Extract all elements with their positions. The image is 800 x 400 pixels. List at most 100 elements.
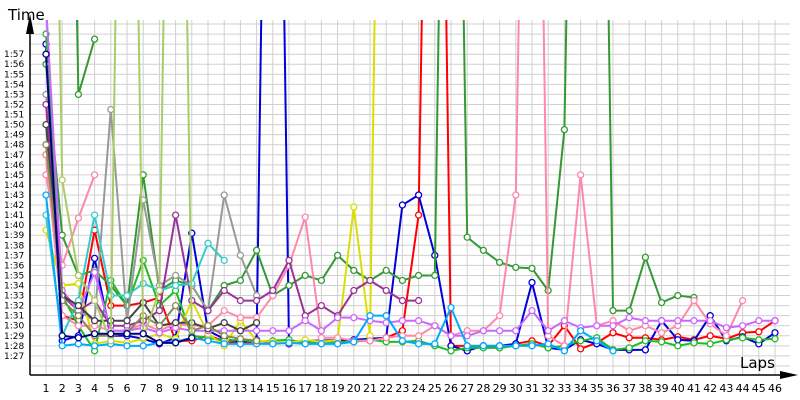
series-group — [42, 20, 779, 355]
data-point — [42, 50, 50, 58]
x-tick-label: 17 — [298, 382, 312, 395]
data-point — [269, 340, 277, 348]
x-tick-label: 28 — [476, 382, 490, 395]
data-point — [625, 327, 633, 335]
data-point — [398, 296, 407, 305]
x-tick-label: 11 — [201, 382, 215, 395]
data-point — [123, 342, 131, 350]
data-point — [220, 319, 228, 327]
data-point — [171, 301, 180, 310]
data-point — [58, 342, 66, 350]
data-point — [188, 334, 196, 342]
data-point — [431, 340, 439, 348]
data-point — [90, 35, 99, 43]
x-tick-label: 36 — [606, 382, 620, 395]
data-point — [74, 301, 83, 310]
x-axis-label: Laps — [740, 354, 775, 372]
y-tick-label: 1:32 — [4, 302, 24, 312]
data-point — [317, 334, 326, 342]
data-point — [171, 271, 180, 280]
data-point — [414, 317, 423, 325]
x-tick-label: 31 — [525, 382, 539, 395]
data-point — [204, 322, 212, 330]
data-point — [252, 246, 261, 254]
data-point — [641, 317, 650, 325]
data-point — [74, 271, 83, 280]
y-tick-label: 1:29 — [4, 332, 24, 342]
data-point — [236, 276, 245, 285]
x-tick-label: 8 — [156, 382, 163, 395]
data-point — [220, 340, 228, 348]
y-tick-label: 1:52 — [4, 100, 24, 110]
data-point — [609, 347, 617, 355]
data-point — [74, 334, 83, 342]
data-point — [90, 254, 99, 262]
data-point — [738, 334, 747, 342]
x-tick-label: 13 — [233, 382, 247, 395]
data-point — [528, 264, 536, 273]
y-tick-label: 1:44 — [4, 181, 24, 191]
data-point — [771, 335, 779, 343]
data-point — [317, 340, 326, 348]
data-point — [74, 312, 83, 320]
data-point — [738, 296, 747, 305]
data-point — [641, 253, 650, 261]
y-axis-tick-labels: 1:271:281:291:301:311:321:331:341:351:36… — [4, 50, 24, 362]
data-point — [90, 296, 99, 305]
x-tick-label: 24 — [412, 382, 426, 395]
x-axis-arrow-icon — [780, 371, 798, 379]
data-point — [544, 327, 552, 335]
data-point — [495, 342, 504, 350]
y-tick-label: 1:57 — [4, 50, 24, 60]
y-tick-label: 1:47 — [4, 151, 24, 161]
data-point — [382, 319, 390, 327]
data-point — [236, 251, 245, 259]
data-point — [333, 251, 342, 259]
x-tick-label: 9 — [172, 382, 179, 395]
data-point — [285, 256, 293, 265]
data-point — [706, 317, 714, 325]
y-tick-label: 1:53 — [4, 90, 24, 100]
data-point — [366, 312, 374, 320]
data-point — [479, 342, 488, 350]
data-point — [398, 337, 407, 345]
x-axis-tick-labels: 1 2 3 4 5 6 7 8 9 10 11 12 13 14 15 16 17 18 19 20 21 22 23 24 2… — [43, 382, 783, 395]
data-point — [431, 322, 439, 330]
data-point — [366, 337, 374, 345]
data-point — [382, 334, 390, 342]
data-point — [123, 291, 131, 300]
data-point — [447, 303, 455, 312]
x-tick-label: 33 — [557, 382, 571, 395]
data-point — [220, 286, 228, 295]
data-point — [90, 171, 99, 179]
data-point — [657, 298, 666, 307]
y-axis-arrow-icon — [26, 14, 34, 34]
data-point — [576, 327, 585, 335]
x-tick-label: 38 — [638, 382, 652, 395]
data-point — [107, 105, 115, 114]
data-point — [220, 306, 228, 315]
data-point — [495, 312, 504, 320]
data-point — [576, 337, 585, 345]
data-point — [204, 239, 212, 247]
series-line — [45, 20, 744, 348]
data-point — [674, 336, 682, 344]
data-point — [139, 342, 147, 350]
data-point — [42, 120, 50, 129]
data-point — [155, 286, 164, 295]
data-point — [528, 342, 536, 350]
y-tick-label: 1:34 — [4, 281, 24, 291]
data-point — [171, 211, 180, 219]
series-line — [45, 20, 776, 352]
data-point — [463, 332, 471, 340]
x-tick-label: 2 — [59, 382, 66, 395]
data-point — [333, 334, 342, 342]
series-line — [45, 20, 775, 337]
data-point — [171, 339, 180, 347]
data-point — [317, 276, 326, 285]
data-point — [333, 314, 342, 322]
data-point — [755, 317, 763, 325]
y-tick-label: 1:36 — [4, 261, 24, 271]
y-tick-label: 1:42 — [4, 201, 24, 211]
